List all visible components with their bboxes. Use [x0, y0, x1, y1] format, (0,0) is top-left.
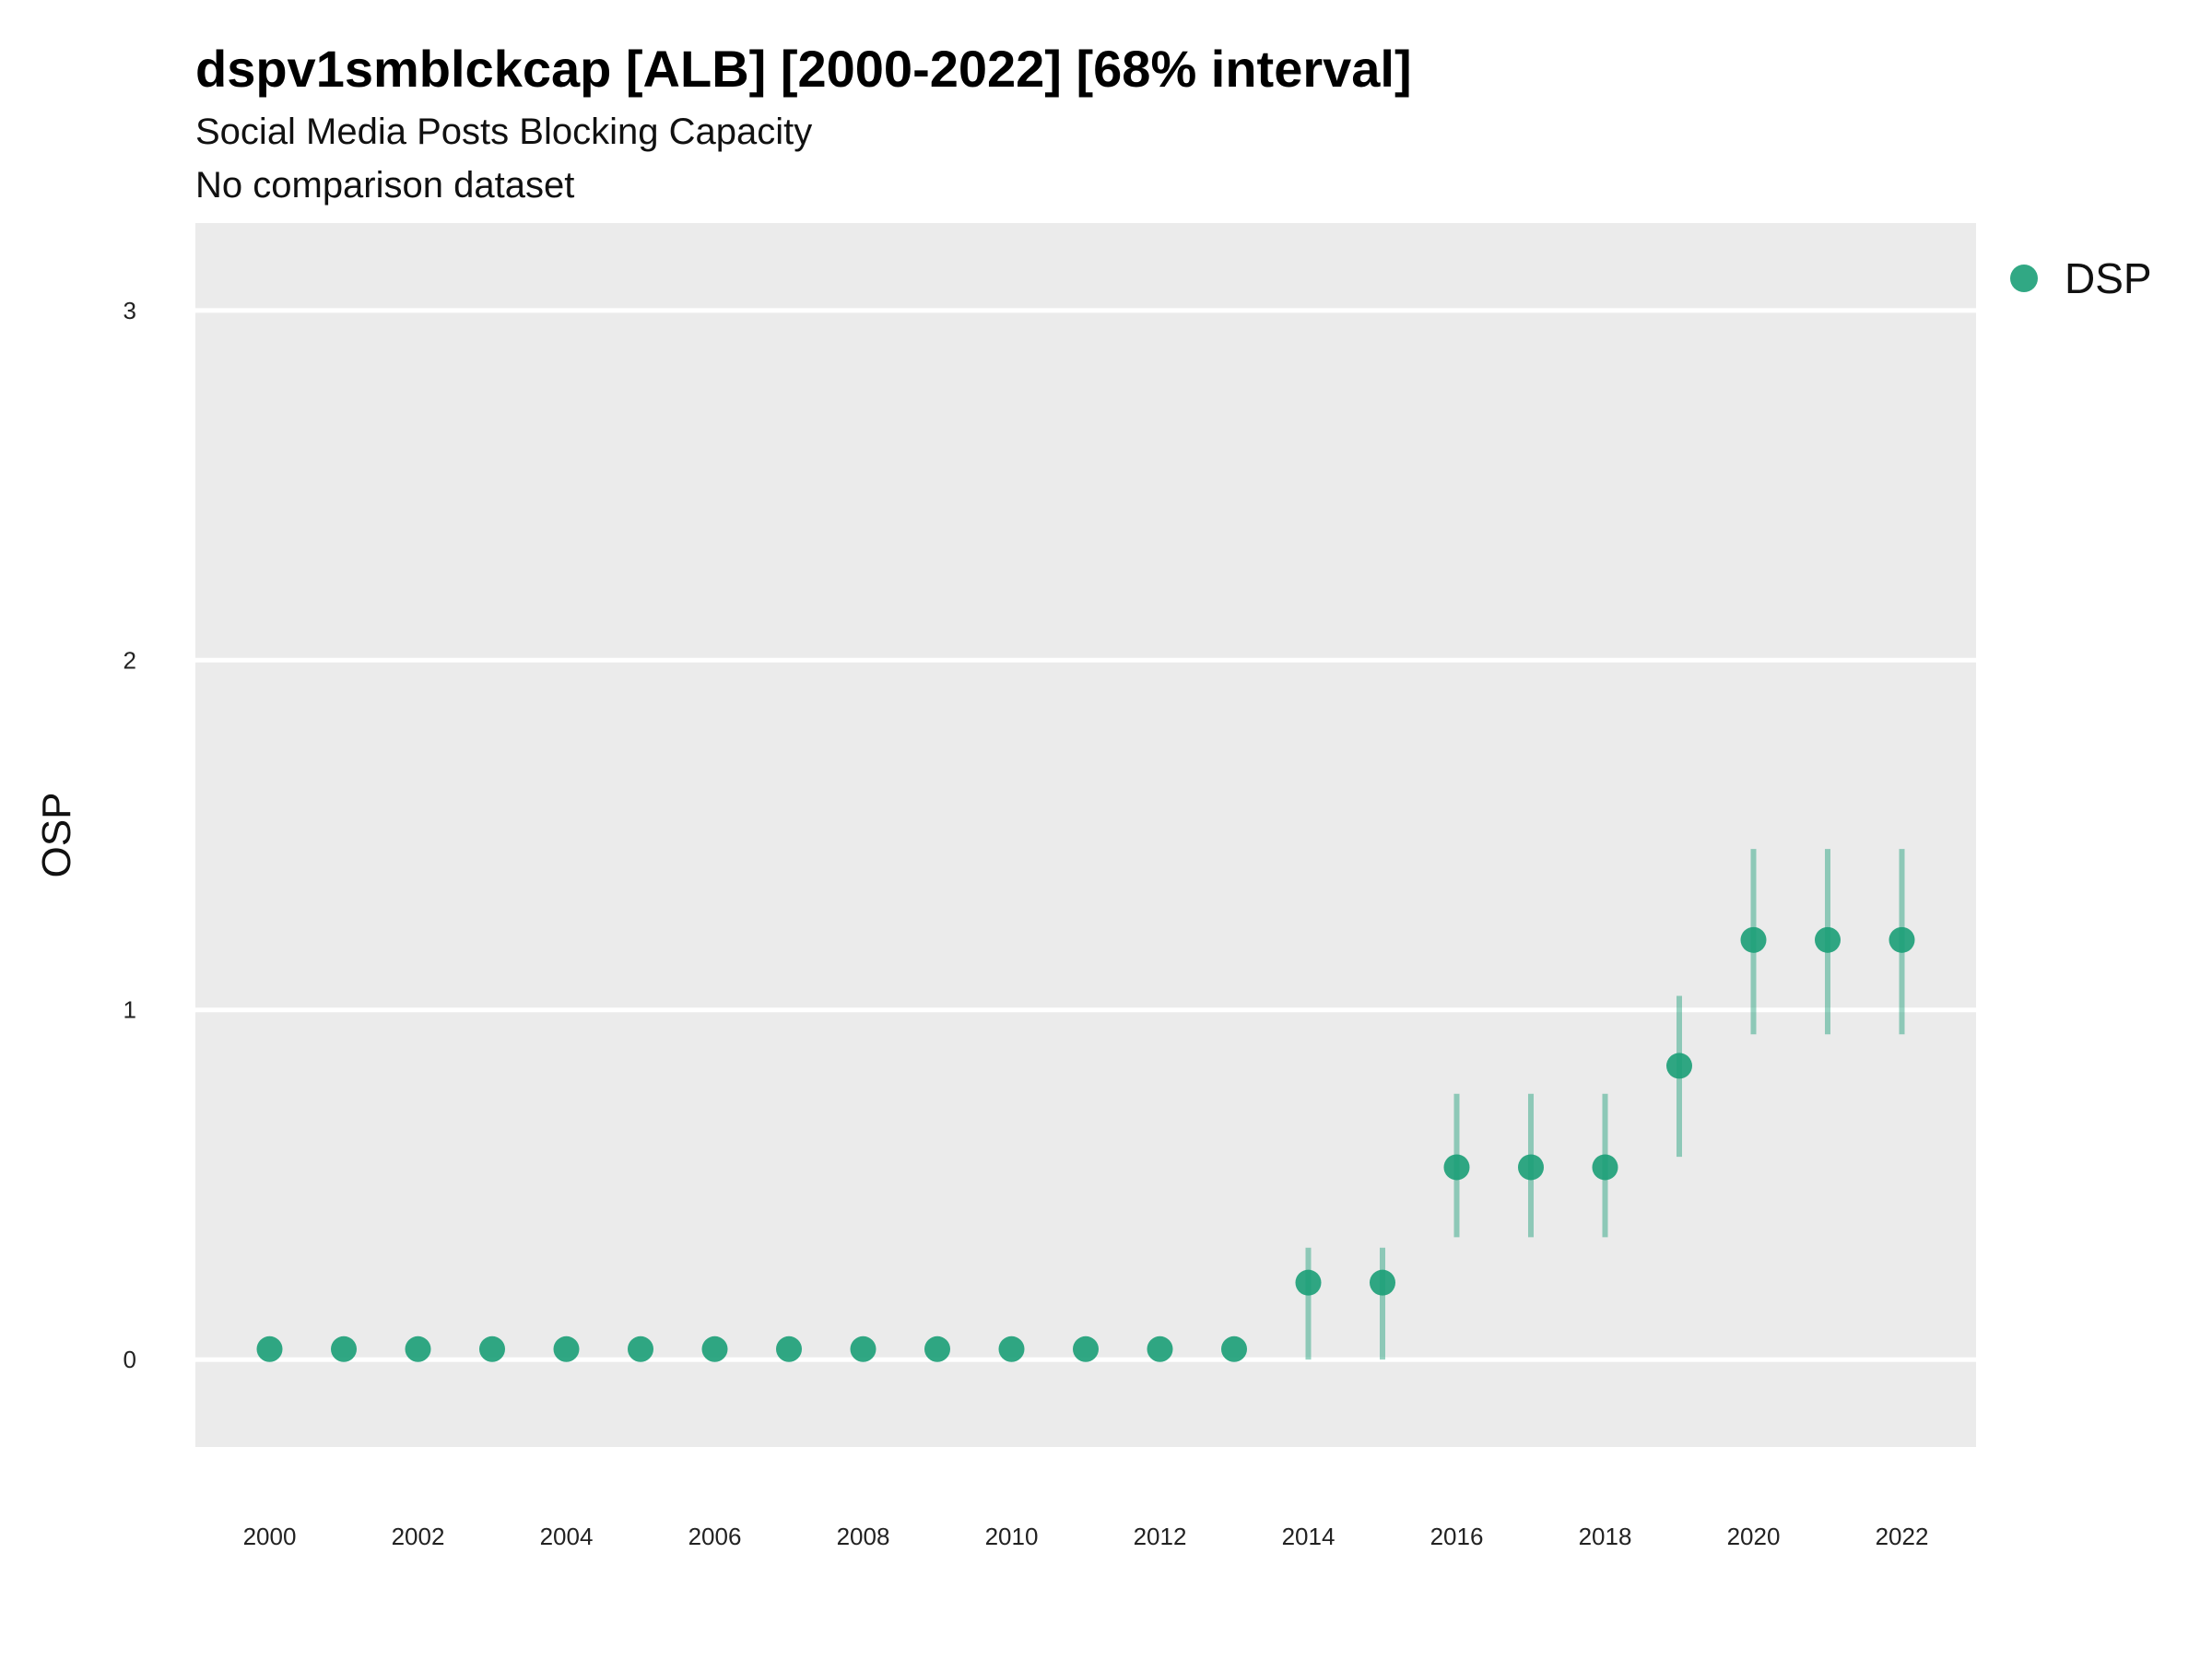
chart-title: dspv1smblckcap [ALB] [2000-2022] [68% in… — [195, 40, 1412, 98]
x-tick-label: 2010 — [985, 1523, 1039, 1550]
data-point — [553, 1335, 580, 1362]
chart-caption: No comparison dataset — [195, 165, 574, 206]
y-axis-label: OSP — [34, 793, 79, 878]
x-tick-label: 2012 — [1134, 1523, 1187, 1550]
data-point — [405, 1335, 431, 1362]
x-tick-label: 2018 — [1579, 1523, 1632, 1550]
data-point — [1295, 1269, 1322, 1296]
data-point — [1147, 1335, 1173, 1362]
x-tick-label: 2014 — [1282, 1523, 1335, 1550]
data-point — [331, 1335, 357, 1362]
legend-marker — [2010, 265, 2038, 292]
legend: DSP — [2010, 254, 2152, 302]
x-tick-label: 2000 — [243, 1523, 297, 1550]
data-point — [256, 1335, 283, 1362]
data-point — [1221, 1335, 1247, 1362]
data-point — [924, 1335, 950, 1362]
data-point — [998, 1335, 1025, 1362]
data-point — [479, 1335, 505, 1362]
x-tick-label: 2008 — [837, 1523, 890, 1550]
data-point — [850, 1335, 877, 1362]
x-tick-label: 2016 — [1430, 1523, 1484, 1550]
data-point — [1666, 1053, 1692, 1079]
data-points — [256, 926, 1915, 1362]
data-point — [1518, 1154, 1544, 1181]
y-tick-label: 1 — [124, 996, 136, 1024]
data-point — [1740, 926, 1767, 953]
x-axis-ticks: 2000 2002 2004 2006 2008 2010 2012 2014 2016 2018… — [243, 1523, 1929, 1550]
data-point — [776, 1335, 802, 1362]
plot-panel — [195, 223, 1976, 1447]
legend-label: DSP — [2065, 254, 2152, 302]
data-point — [1592, 1154, 1618, 1181]
data-point — [1370, 1269, 1395, 1296]
data-point — [628, 1335, 653, 1362]
chart-subtitle: Social Media Posts Blocking Capacity — [195, 112, 812, 152]
data-point — [1815, 926, 1841, 953]
data-point — [701, 1335, 728, 1362]
y-axis-ticks: 0 1 2 3 — [124, 297, 136, 1373]
x-tick-label: 2020 — [1727, 1523, 1781, 1550]
x-tick-label: 2006 — [688, 1523, 742, 1550]
y-tick-label: 3 — [124, 297, 136, 324]
x-tick-label: 2004 — [540, 1523, 594, 1550]
y-tick-label: 0 — [124, 1346, 136, 1373]
data-point — [1888, 926, 1915, 953]
data-point — [1073, 1335, 1099, 1362]
x-tick-label: 2022 — [1876, 1523, 1929, 1550]
x-tick-label: 2002 — [392, 1523, 445, 1550]
data-point — [1443, 1154, 1470, 1181]
y-tick-label: 2 — [124, 646, 136, 674]
